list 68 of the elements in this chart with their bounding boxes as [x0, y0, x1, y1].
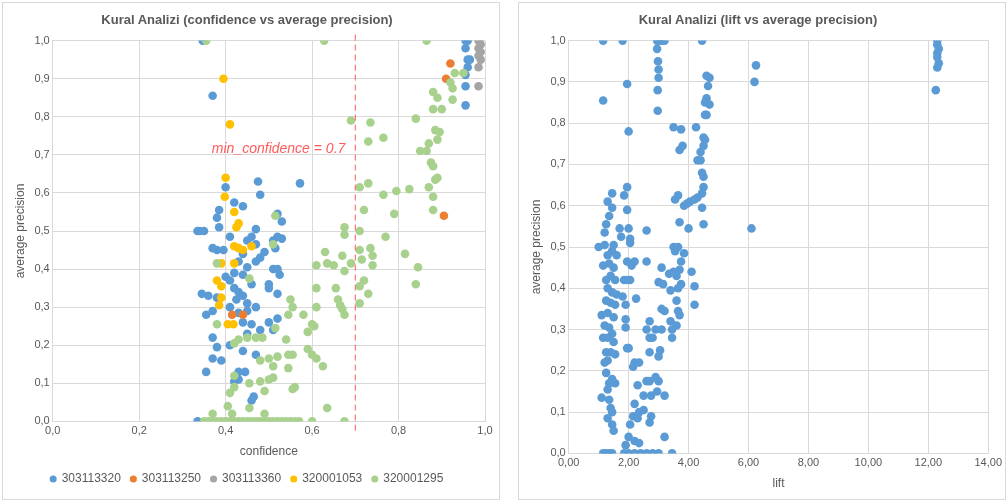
y-tick-label: 0,9 [34, 71, 50, 84]
legend-label: 303113320 [61, 471, 122, 486]
point [225, 120, 235, 129]
y-tick-label: 0,7 [550, 157, 566, 170]
y-tick-label: 0,6 [550, 198, 566, 211]
y-tick-label: 0,0 [34, 414, 50, 427]
point [476, 55, 485, 64]
x-tick-label: 0,4 [217, 424, 234, 437]
point [238, 310, 248, 320]
legend-label: 320001295 [383, 471, 444, 486]
point [212, 276, 222, 285]
point [446, 59, 455, 68]
y-axis-title: average precision [12, 183, 27, 279]
x-tick-label: 2,00 [617, 456, 640, 469]
y-tick-label: 0,9 [550, 74, 566, 87]
y-tick-label: 0,2 [550, 363, 566, 376]
legend-label: 303113250 [141, 471, 202, 486]
point [439, 211, 449, 221]
x-tick-label: 0,00 [557, 456, 580, 469]
x-axis-title: lift [772, 476, 786, 491]
x-tick-label: 0,2 [131, 424, 147, 437]
x-tick-label: 14,00 [974, 456, 1002, 469]
legend-label: 320001053 [302, 471, 363, 486]
x-tick-label: 0,8 [390, 424, 407, 437]
y-tick-label: 0,3 [550, 322, 566, 335]
x-tick-label: 0,6 [304, 424, 320, 437]
point [474, 62, 483, 72]
y-tick-label: 0,6 [34, 185, 50, 198]
y-tick-label: 0,5 [550, 240, 566, 253]
y-tick-label: 0,4 [34, 262, 50, 275]
point [220, 192, 230, 202]
x-tick-label: 12,00 [914, 456, 943, 469]
x-tick-label: 4,00 [677, 456, 700, 469]
y-tick-label: 0,2 [34, 338, 50, 351]
y-tick-label: 0,3 [34, 300, 50, 313]
y-tick-label: 1,0 [550, 33, 566, 46]
x-tick-label: 6,00 [737, 456, 760, 469]
y-tick-label: 0,8 [550, 116, 566, 129]
point [227, 310, 237, 320]
y-tick-label: 1,0 [34, 33, 50, 46]
legend-label: 303113360 [222, 471, 282, 486]
point [219, 74, 228, 83]
point [474, 82, 483, 91]
ref-line-label: min_confidence = 0.7 [211, 140, 347, 157]
y-axis-title: average precision [528, 199, 543, 295]
x-tick-label: 10,00 [854, 456, 883, 469]
x-axis-title: confidence [239, 444, 299, 459]
point [247, 241, 256, 251]
y-tick-label: 0,7 [34, 147, 50, 160]
y-tick-label: 0,4 [550, 281, 566, 294]
point [234, 219, 243, 228]
y-tick-label: 0,0 [550, 446, 566, 459]
point [221, 173, 230, 182]
y-tick-label: 0,1 [34, 376, 50, 389]
chart-title: Kural Analizi (lift vs average precision) [638, 12, 878, 28]
point [216, 293, 226, 302]
chart-title: Kural Analizi (confidence vs average precision) [101, 12, 393, 28]
y-tick-label: 0,5 [34, 224, 50, 237]
x-tick-label: 1,0 [477, 424, 493, 437]
y-tick-label: 0,1 [550, 405, 566, 418]
point [216, 281, 226, 291]
point [214, 300, 224, 310]
point [238, 245, 248, 255]
y-tick-label: 0,8 [34, 109, 50, 122]
x-tick-label: 8,00 [797, 456, 820, 469]
point [229, 259, 239, 268]
point [229, 207, 239, 217]
x-tick-label: 0,0 [45, 424, 61, 437]
